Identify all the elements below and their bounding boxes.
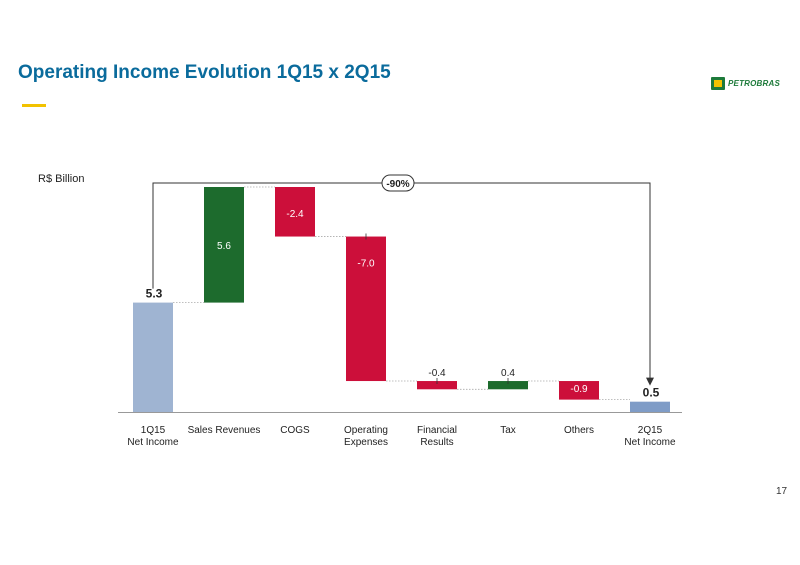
data-label: -0.9 xyxy=(570,384,588,395)
bar xyxy=(630,401,670,412)
tick-label: Expenses xyxy=(344,437,388,448)
data-label: 0.4 xyxy=(501,368,515,379)
bar xyxy=(417,381,457,390)
bar xyxy=(559,381,599,400)
tick-label: Sales Revenues xyxy=(188,425,261,436)
tick-label: Results xyxy=(420,437,453,448)
data-label: -2.4 xyxy=(286,209,304,220)
bar xyxy=(346,236,386,382)
bar xyxy=(275,187,315,237)
change-badge xyxy=(381,174,415,192)
logo-text: PETROBRAS xyxy=(728,78,781,88)
tick-label: 2Q15 xyxy=(638,425,663,436)
bar xyxy=(488,381,528,390)
data-label: 5.6 xyxy=(217,241,231,252)
data-label: 0.5 xyxy=(643,386,660,400)
data-label: 5.3 xyxy=(146,287,163,301)
slide-title: Operating Income Evolution 1Q15 x 2Q15 xyxy=(18,62,391,83)
tick-label: Net Income xyxy=(127,437,179,448)
arrow-head xyxy=(646,377,654,386)
tick-label: Operating xyxy=(344,425,388,436)
data-label: -7.0 xyxy=(357,259,375,270)
petrobras-logo-icon xyxy=(711,76,725,90)
tick-label: Net Income xyxy=(624,437,676,448)
tick-label: 1Q15 xyxy=(141,425,166,436)
data-label: -0.4 xyxy=(428,368,446,379)
tick-label: Financial xyxy=(417,425,457,436)
bar xyxy=(204,187,244,303)
tick-label: Tax xyxy=(500,425,516,436)
petrobras-logo: PETROBRAS xyxy=(711,76,780,90)
tick-label: COGS xyxy=(280,425,310,436)
unit-label: R$ Billion xyxy=(38,173,85,185)
page-number: 17 xyxy=(776,486,788,497)
title-accent-bar xyxy=(22,104,46,107)
bar xyxy=(133,302,173,412)
change-label: -90% xyxy=(386,179,409,190)
tick-label: Others xyxy=(564,425,594,436)
